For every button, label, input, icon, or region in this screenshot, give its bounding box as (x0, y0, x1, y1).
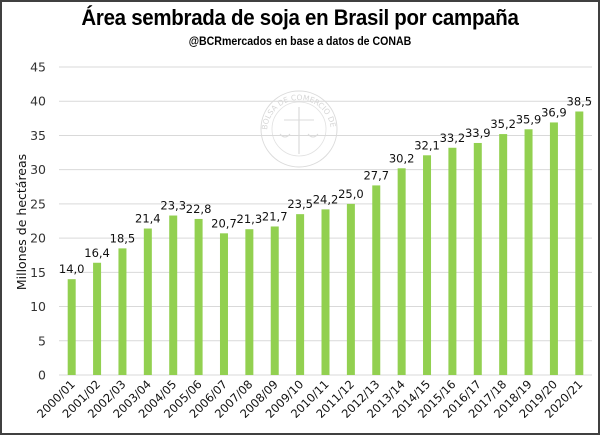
data-label: 35,2 (490, 117, 516, 131)
y-tick-label: 25 (30, 196, 46, 211)
bar (67, 279, 76, 375)
y-tick-label: 30 (30, 162, 46, 177)
data-label: 33,9 (465, 126, 491, 140)
bar (346, 203, 355, 375)
bar (296, 214, 305, 375)
data-label: 21,7 (262, 209, 288, 223)
bar (372, 185, 381, 375)
y-axis-label: Millones de hectáreas (14, 154, 29, 290)
bar (549, 122, 558, 375)
data-label: 21,4 (135, 212, 161, 226)
bar (169, 215, 178, 375)
y-tick-label: 5 (38, 333, 46, 348)
data-label: 38,5 (567, 94, 593, 108)
y-tick-label: 45 (30, 60, 46, 75)
y-axis-ticks: 0 5 10 15 20 25 30 35 40 45 (30, 60, 46, 383)
data-label: 20,7 (211, 216, 237, 230)
bar (473, 142, 482, 375)
data-label: 23,5 (287, 197, 313, 211)
data-label: 24,2 (313, 192, 339, 206)
data-label: 22,8 (186, 202, 212, 216)
data-label: 33,2 (440, 131, 466, 145)
bars (67, 111, 584, 375)
svg-text:BOLSA DE COMERCIO DE ROSARIO: BOLSA DE COMERCIO DE ROSARIO (2, 2, 338, 130)
data-label: 36,9 (541, 105, 567, 119)
bar (143, 228, 152, 375)
y-tick-label: 20 (30, 231, 46, 246)
watermark-seal: BOLSA DE COMERCIO DE ROSARIO (2, 2, 338, 168)
data-label: 16,4 (84, 246, 110, 260)
y-tick-label: 10 (30, 299, 46, 314)
y-tick-label: 35 (30, 128, 46, 143)
data-label: 18,5 (110, 231, 136, 245)
bar (448, 147, 457, 375)
data-label: 23,3 (160, 199, 186, 213)
y-tick-label: 40 (30, 94, 46, 109)
y-tick-label: 15 (30, 265, 46, 280)
data-label: 35,9 (516, 112, 542, 126)
y-tick-label: 0 (38, 368, 46, 383)
bar (575, 111, 584, 375)
bar (499, 134, 508, 375)
bar (93, 262, 102, 375)
bar (245, 229, 254, 375)
bar (524, 129, 533, 375)
data-label: 30,2 (389, 151, 415, 165)
data-label: 14,0 (59, 262, 85, 276)
data-label: 21,3 (237, 212, 263, 226)
watermark-text: BOLSA DE COMERCIO DE ROSARIO (2, 2, 338, 130)
data-label: 32,1 (414, 138, 440, 152)
bar (270, 226, 279, 375)
bar (397, 168, 406, 375)
bar (118, 248, 127, 375)
bar (423, 155, 432, 375)
chart-title: Área sembrada de soja en Brasil por camp… (81, 5, 519, 30)
bar (321, 209, 330, 375)
data-labels: 14,0 16,418,5 21,423,3 22,820,7 21,3 21,723,5… (59, 94, 592, 276)
x-axis-labels: 2000/012001/022002/032003/042004/052005/… (34, 377, 585, 421)
data-label: 27,7 (363, 168, 389, 182)
data-label: 25,0 (338, 187, 364, 201)
bar (194, 218, 203, 375)
chart-subtitle: @BCRmercados en base a datos de CONAB (188, 36, 412, 48)
bar (219, 233, 228, 375)
